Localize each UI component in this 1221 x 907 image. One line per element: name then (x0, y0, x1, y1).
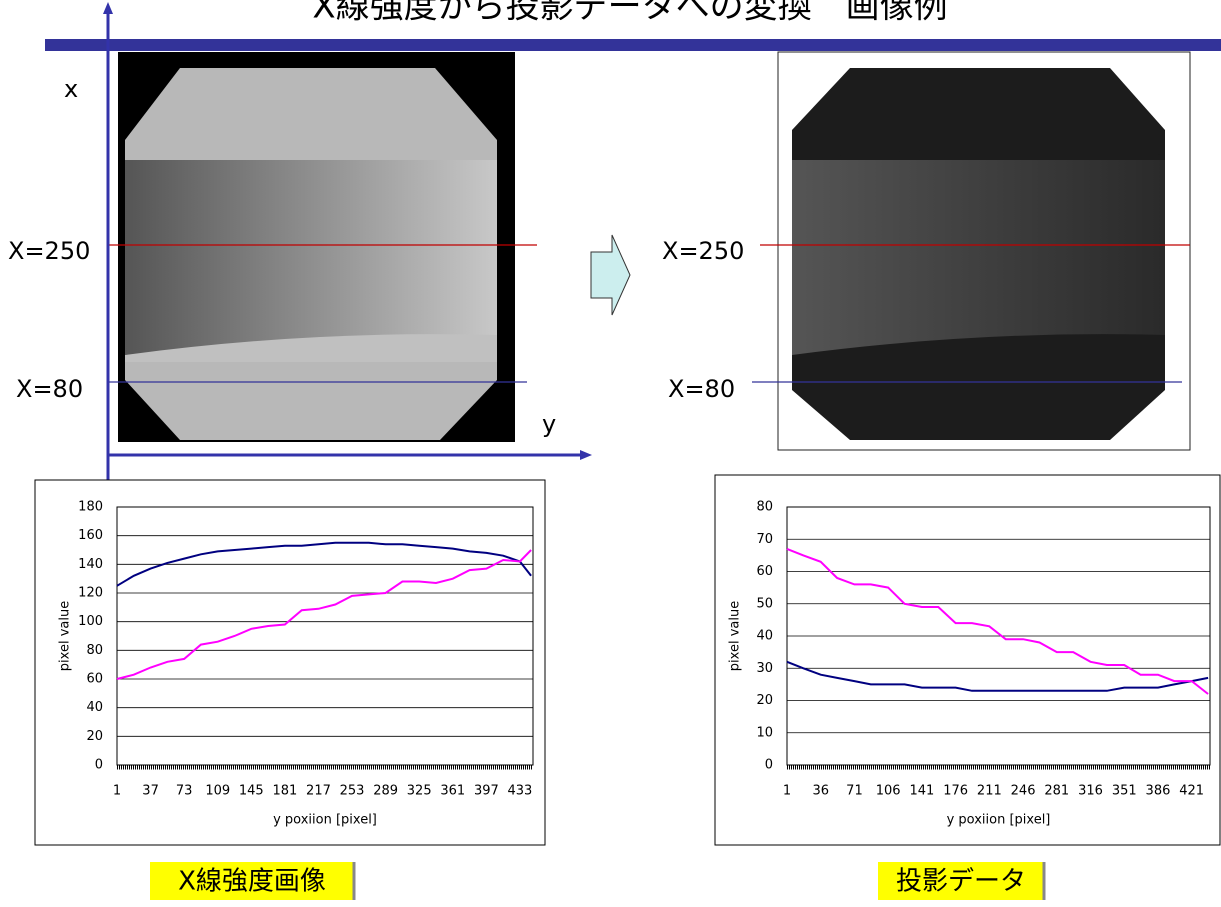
x-axis-label: y poxiion [pixel] (947, 813, 1051, 828)
label-x250: X=250 (8, 237, 90, 265)
projection-image (778, 52, 1190, 450)
x-tick-label: 1 (113, 784, 121, 799)
x-tick-label: 37 (142, 784, 159, 799)
x-tick-label: 106 (876, 784, 901, 799)
title-bar (45, 39, 1221, 51)
y-tick-label: 30 (756, 661, 773, 676)
y-tick-label: 80 (86, 643, 103, 658)
x-tick-label: 217 (306, 784, 331, 799)
x-tick-label: 361 (440, 784, 465, 799)
x-tick-label: 71 (846, 784, 863, 799)
x-tick-label: 36 (812, 784, 829, 799)
y-tick-label: 60 (86, 672, 103, 687)
y-tick-label: 40 (86, 700, 103, 715)
xray-image (118, 52, 515, 442)
y-tick-label: 50 (756, 596, 773, 611)
x-tick-label: 289 (373, 784, 398, 799)
x-tick-label: 176 (943, 784, 968, 799)
label-x250: X=250 (662, 237, 744, 265)
y-tick-label: 140 (78, 557, 103, 572)
y-tick-label: 40 (756, 629, 773, 644)
y-axis-label: pixel value (58, 601, 73, 671)
label-x80: X=80 (668, 375, 735, 403)
axis-label-x: x (64, 75, 78, 103)
x-tick-label: 433 (508, 784, 533, 799)
x-tick-label: 181 (272, 784, 297, 799)
arrow (591, 235, 630, 315)
y-tick-label: 0 (95, 758, 103, 773)
x-tick-label: 325 (407, 784, 432, 799)
caption: X線強度画像 (178, 867, 326, 897)
x-tick-label: 421 (1179, 784, 1204, 799)
slide: X線強度から投影データへの変換 画像例 x X=250 X=80 y X=250… (0, 0, 1221, 903)
label-x80: X=80 (16, 375, 83, 403)
x-tick-label: 386 (1146, 784, 1171, 799)
x-tick-label: 316 (1078, 784, 1103, 799)
axis-label-y: y (542, 410, 556, 438)
y-tick-label: 120 (78, 586, 103, 601)
x-axis-label: y poxiion [pixel] (273, 813, 377, 828)
y-axis-label: pixel value (728, 601, 743, 671)
y-tick-label: 70 (756, 532, 773, 547)
x-tick-label: 109 (205, 784, 230, 799)
x-tick-label: 141 (909, 784, 934, 799)
slide-title: X線強度から投影データへの変換 画像例 (312, 0, 947, 27)
caption: 投影データ (896, 867, 1026, 897)
x-tick-label: 73 (176, 784, 193, 799)
y-tick-label: 0 (765, 758, 773, 773)
y-tick-label: 10 (756, 725, 773, 740)
x-tick-label: 145 (239, 784, 264, 799)
x-tick-label: 1 (783, 784, 791, 799)
x-tick-label: 397 (474, 784, 499, 799)
x-tick-label: 351 (1112, 784, 1137, 799)
y-tick-label: 180 (78, 500, 103, 515)
y-tick-label: 100 (78, 614, 103, 629)
y-tick-label: 160 (78, 528, 103, 543)
y-tick-label: 20 (86, 729, 103, 744)
y-tick-label: 80 (756, 500, 773, 515)
x-tick-label: 253 (340, 784, 365, 799)
x-tick-label: 281 (1044, 784, 1069, 799)
page: {"title": "X線強度から投影データへの変換 画像例", "image_… (0, 0, 1221, 903)
y-tick-label: 20 (756, 693, 773, 708)
y-tick-label: 60 (756, 564, 773, 579)
x-tick-label: 246 (1011, 784, 1036, 799)
x-tick-label: 211 (977, 784, 1002, 799)
